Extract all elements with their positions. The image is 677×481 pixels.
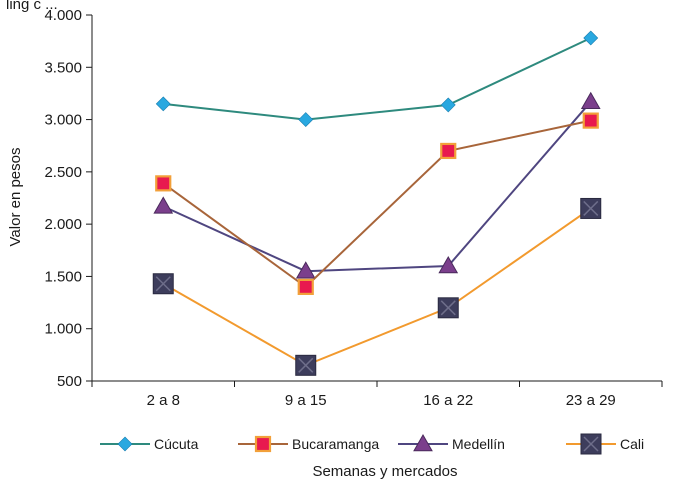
legend-marker xyxy=(254,435,272,453)
legend-item-cucuta: Cúcuta xyxy=(100,436,199,452)
legend-label: Medellín xyxy=(452,436,505,452)
x-tick-label: 9 a 15 xyxy=(285,392,327,409)
x-axis-ticks: 2 a 8 9 a 15 16 a 22 23 a 29 xyxy=(91,381,663,409)
x-axis-title: Semanas y mercados xyxy=(312,463,457,480)
data-point-cali xyxy=(437,297,459,319)
data-point-cali xyxy=(295,354,317,376)
y-tick-label: 2.000 xyxy=(44,216,82,233)
data-point-cucuta xyxy=(440,97,456,113)
y-tick-label: 3.000 xyxy=(44,112,82,129)
series-line-cucuta xyxy=(163,37,592,121)
series-line-cali xyxy=(162,207,592,367)
series-line-medellin xyxy=(162,101,592,273)
legend: Cúcuta Bucaramanga Medellín Cali xyxy=(100,433,644,455)
y-axis-ticks: 500 1.000 1.500 2.000 2.500 3.000 3.500 4.000 xyxy=(44,7,92,390)
data-point-bucaramanga xyxy=(440,142,457,160)
legend-item-cali: Cali xyxy=(566,433,644,455)
series-cucuta xyxy=(155,30,599,127)
x-tick-label: 23 a 29 xyxy=(566,392,616,409)
legend-label: Bucaramanga xyxy=(292,436,379,452)
x-tick-label: 2 a 8 xyxy=(147,392,180,409)
y-tick-label: 4.000 xyxy=(44,7,82,24)
data-point-medellin xyxy=(580,91,601,110)
series-layer xyxy=(152,30,602,376)
legend-marker xyxy=(117,436,133,452)
x-tick-label: 16 a 22 xyxy=(423,392,473,409)
series-cali xyxy=(152,197,602,376)
y-tick-label: 500 xyxy=(57,373,82,390)
data-point-medellin xyxy=(153,196,174,214)
data-point-cali xyxy=(152,273,174,295)
y-tick-label: 1.500 xyxy=(44,268,82,285)
y-tick-label: 2.500 xyxy=(44,164,82,181)
legend-marker xyxy=(413,433,433,452)
legend-item-bucaramanga: Bucaramanga xyxy=(238,435,379,453)
data-point-cali xyxy=(580,197,602,219)
y-axis-title: Valor en pesos xyxy=(7,148,24,247)
data-point-bucaramanga xyxy=(155,175,172,192)
y-tick-label: 1.000 xyxy=(44,321,82,338)
data-point-medellin xyxy=(295,261,316,279)
data-point-cucuta xyxy=(298,112,314,127)
y-tick-label: 3.500 xyxy=(44,59,82,76)
series-medellin xyxy=(153,91,601,279)
series-line-bucaramanga xyxy=(162,119,591,289)
data-point-cucuta xyxy=(583,30,599,46)
data-point-bucaramanga xyxy=(297,278,314,295)
legend-item-medellin: Medellín xyxy=(398,433,505,452)
data-point-cucuta xyxy=(155,96,171,112)
legend-marker xyxy=(580,433,602,455)
series-bucaramanga xyxy=(155,112,599,295)
data-point-medellin xyxy=(438,255,459,274)
legend-label: Cali xyxy=(620,436,644,452)
data-point-bucaramanga xyxy=(582,112,599,129)
clipped-header-text: ling c ... xyxy=(6,0,58,13)
legend-label: Cúcuta xyxy=(154,436,199,452)
